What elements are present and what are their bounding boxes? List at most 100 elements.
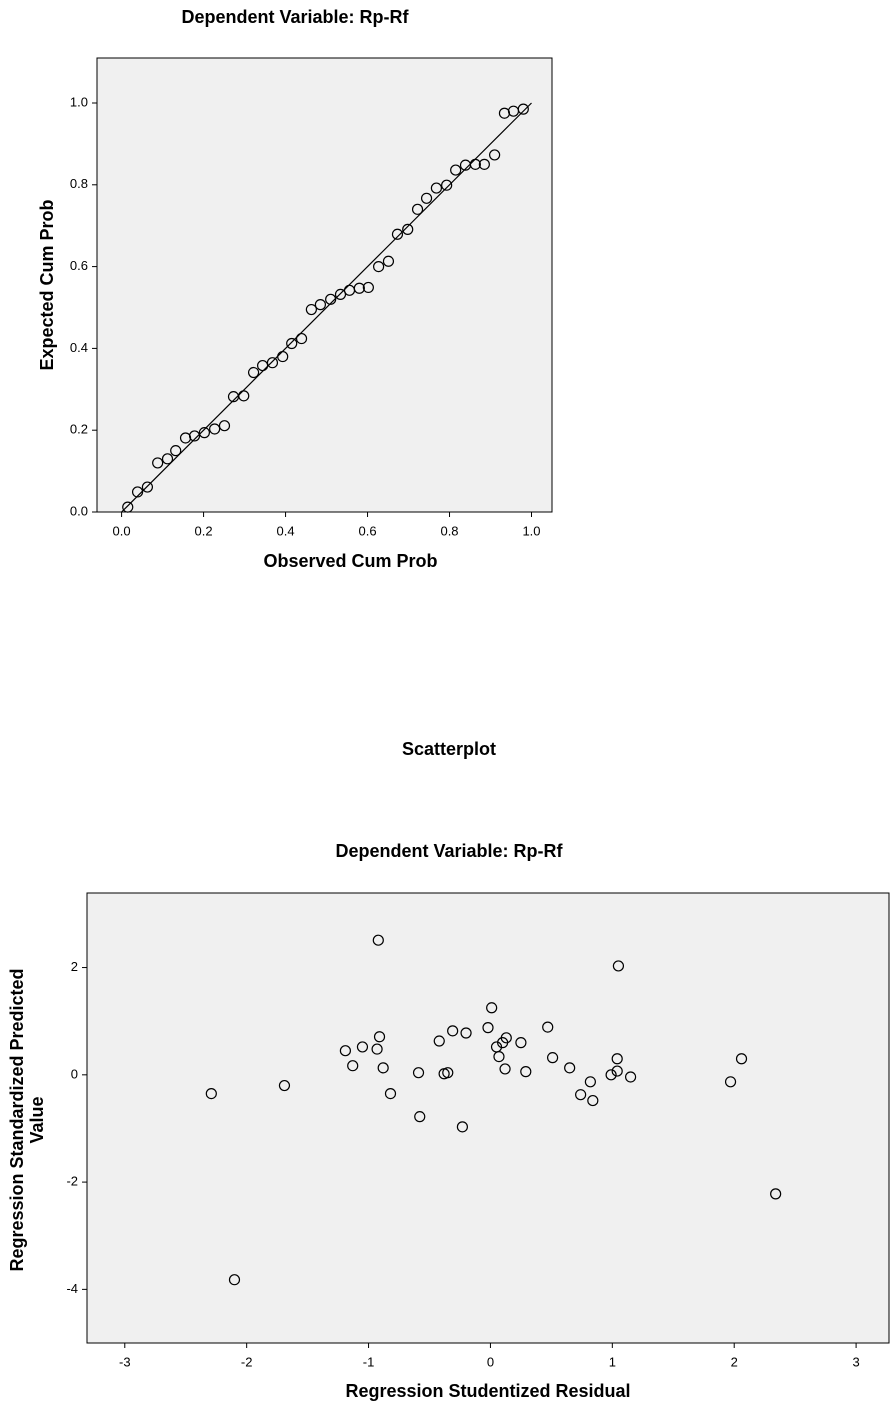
point (278, 1079, 291, 1092)
chart-subtitle: Dependent Variable: Rp-Rf (335, 841, 563, 861)
point (209, 423, 221, 435)
point (122, 501, 134, 513)
point (520, 1066, 532, 1078)
x-tick-label: 1.0 (522, 523, 540, 538)
x-tick-label: -3 (119, 1354, 131, 1369)
point (377, 1062, 389, 1074)
point (277, 350, 289, 363)
point (517, 103, 529, 115)
chart-title: Scatterplot (402, 739, 496, 759)
x-tick-label: 3 (852, 1354, 859, 1369)
point (482, 1022, 494, 1034)
point (611, 1053, 623, 1065)
point (286, 337, 298, 350)
y-tick-label: 0.6 (70, 258, 88, 273)
point (373, 1031, 386, 1043)
x-axis-label: Observed Cum Prob (263, 551, 437, 571)
point (411, 203, 424, 215)
point (442, 1067, 454, 1079)
point (295, 332, 308, 345)
point (770, 1188, 782, 1200)
y-tick-label: -4 (66, 1281, 78, 1296)
point (584, 1076, 596, 1088)
point (441, 179, 453, 191)
y-tick-label: -2 (66, 1174, 78, 1189)
y-tick-label: 1.0 (70, 94, 88, 109)
point (247, 366, 260, 379)
point (515, 1037, 527, 1049)
point (450, 164, 462, 176)
point (564, 1062, 576, 1074)
x-axis-label: Regression Studentized Residual (345, 1381, 630, 1401)
point (353, 282, 365, 294)
point (414, 1111, 426, 1123)
point (611, 1065, 623, 1077)
point (489, 149, 501, 161)
x-tick-label: 2 (731, 1354, 738, 1369)
point (170, 445, 182, 457)
point (625, 1071, 637, 1083)
y-axis-label: Regression Standardized Predicted (7, 968, 27, 1271)
point (587, 1094, 599, 1107)
point (339, 1045, 351, 1057)
point (500, 1032, 512, 1044)
y-tick-label: 0 (71, 1066, 78, 1081)
point (228, 1274, 241, 1286)
point (724, 1076, 737, 1088)
point (391, 228, 404, 240)
x-tick-label: 0.6 (359, 523, 377, 538)
y-tick-label: 0.4 (70, 340, 88, 355)
x-tick-label: 0.4 (277, 523, 295, 538)
reference-line (121, 102, 532, 513)
y-axis-label: Expected Cum Prob (37, 199, 57, 370)
point (469, 158, 481, 170)
point (486, 1002, 498, 1014)
point (152, 457, 164, 469)
chart-subtitle: Dependent Variable: Rp-Rf (181, 7, 409, 27)
plot-area (96, 57, 553, 513)
point (546, 1052, 559, 1064)
plot-area (86, 892, 890, 1344)
point (499, 1063, 511, 1075)
y-tick-label: 0.2 (70, 422, 88, 437)
point (384, 1087, 397, 1100)
point (257, 359, 269, 372)
y-tick-label: 2 (71, 959, 78, 974)
x-tick-label: -2 (241, 1354, 253, 1369)
point (373, 260, 385, 273)
x-tick-label: 0 (487, 1354, 494, 1369)
point (493, 1050, 505, 1063)
point (372, 934, 384, 946)
point (612, 960, 625, 972)
x-tick-label: -1 (363, 1354, 375, 1369)
point (238, 390, 250, 402)
point (314, 299, 327, 311)
point (420, 192, 433, 204)
point (362, 281, 374, 294)
point (131, 486, 144, 498)
point (161, 453, 174, 465)
point (198, 427, 210, 439)
x-tick-label: 1 (609, 1354, 616, 1369)
point (447, 1025, 459, 1037)
point (266, 357, 279, 369)
point (188, 430, 201, 442)
point (430, 182, 443, 194)
x-tick-label: 0.0 (113, 523, 131, 538)
point (402, 223, 414, 235)
y-axis-label: Value (27, 1096, 47, 1143)
y-tick-label: 0.0 (70, 503, 88, 518)
point (460, 1027, 472, 1039)
x-tick-label: 0.2 (195, 523, 213, 538)
y-tick-label: 0.8 (70, 176, 88, 191)
point (542, 1021, 554, 1033)
point (456, 1121, 469, 1133)
point (347, 1060, 359, 1072)
point (735, 1053, 748, 1065)
point (305, 303, 317, 316)
point (575, 1089, 587, 1101)
point (433, 1035, 445, 1047)
point (478, 158, 490, 170)
